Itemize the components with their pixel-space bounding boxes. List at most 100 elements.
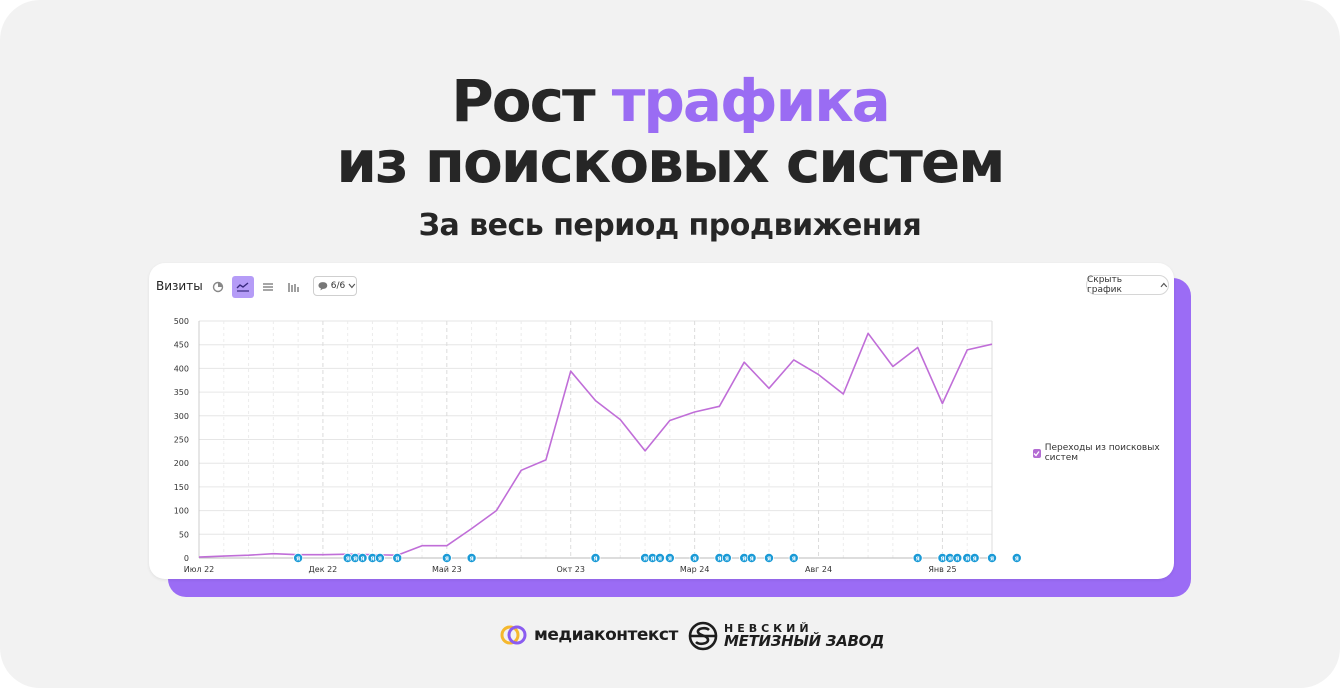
annotation-marker-label: Я <box>445 556 449 562</box>
y-tick-label: 50 <box>179 530 189 539</box>
annotation-marker-label: Я <box>948 556 952 562</box>
annotation-marker-label: Я <box>395 556 399 562</box>
annotation-marker <box>392 552 403 563</box>
y-tick-label: 150 <box>174 483 189 492</box>
annotation-marker-label: Я <box>767 556 771 562</box>
x-tick-label: Дек 22 <box>309 565 338 574</box>
annotation-marker-label: Я <box>296 556 300 562</box>
bar-chart-icon <box>288 283 299 292</box>
annotation-marker <box>689 552 700 563</box>
annotation-marker-label: Я <box>1015 556 1019 562</box>
hide-chart-button[interactable]: Скрыть график <box>1086 275 1169 295</box>
y-tick-label: 400 <box>174 364 189 373</box>
nevsky-zavod-logo: НЕВСКИЙ МЕТИЗНЫЙ ЗАВОД <box>688 620 884 652</box>
line-view-button[interactable] <box>232 276 254 298</box>
annotation-marker-label: Я <box>973 556 977 562</box>
annotation-marker-label: Я <box>353 556 357 562</box>
y-tick-label: 300 <box>174 412 189 421</box>
annotation-marker <box>357 552 368 563</box>
area-chart-icon <box>263 283 273 291</box>
rings-logo-icon <box>500 625 527 645</box>
annotation-marker <box>912 552 923 563</box>
x-tick-label: Окт 23 <box>556 565 585 574</box>
x-tick-label: Июл 22 <box>184 565 215 574</box>
annotation-marker-label: Я <box>792 556 796 562</box>
legend-checkbox[interactable] <box>1033 448 1041 458</box>
annotation-marker <box>590 552 601 563</box>
segments-value: 6/6 <box>330 281 346 291</box>
annotation-marker-label: Я <box>360 556 364 562</box>
annotation-marker-label: Я <box>378 556 382 562</box>
annotation-marker <box>664 552 675 563</box>
pie-icon <box>212 281 224 293</box>
annotation-marker <box>788 552 799 563</box>
chevron-down-icon <box>348 283 356 289</box>
y-tick-label: 0 <box>184 554 189 563</box>
footer-logos: медиаконтекст НЕВСКИЙ МЕТИЗНЫЙ ЗАВОД <box>0 620 1340 654</box>
annotation-marker <box>374 552 385 563</box>
annotation-marker <box>441 552 452 563</box>
hide-chart-label: Скрыть график <box>1087 275 1123 295</box>
area-view-button[interactable] <box>257 276 279 298</box>
annotation-marker <box>763 552 774 563</box>
annotation-marker-label: Я <box>742 556 746 562</box>
segments-select[interactable]: 6/6 <box>313 276 357 296</box>
pie-view-button[interactable] <box>207 276 229 298</box>
x-tick-label: Авг 24 <box>805 565 832 574</box>
y-tick-label: 100 <box>174 507 189 516</box>
annotation-marker-label: Я <box>469 556 473 562</box>
annotation-marker-label: Я <box>693 556 697 562</box>
annotation-marker-label: Я <box>658 556 662 562</box>
annotation-marker-label: Я <box>749 556 753 562</box>
panel-title: Визиты <box>156 279 203 293</box>
series-line-search-traffic <box>198 332 993 558</box>
y-tick-label: 250 <box>174 436 189 445</box>
x-tick-label: Мар 24 <box>680 565 710 574</box>
annotation-marker-label: Я <box>725 556 729 562</box>
annotation-marker <box>952 552 963 563</box>
annotation-marker-label: Я <box>346 556 350 562</box>
x-tick-label: Май 23 <box>432 565 462 574</box>
check-icon <box>1033 450 1040 456</box>
page-title-line2: из поисковых систем <box>336 128 1005 196</box>
annotation-marker <box>987 552 998 563</box>
annotation-marker-label: Я <box>990 556 994 562</box>
y-tick-label: 450 <box>174 341 189 350</box>
annotation-marker <box>721 552 732 563</box>
y-tick-label: 200 <box>174 459 189 468</box>
annotation-marker <box>1011 552 1022 563</box>
legend-label: Переходы из поисковых систем <box>1044 443 1160 463</box>
chart-legend[interactable]: Переходы из поисковых систем <box>1033 443 1174 463</box>
annotation-marker <box>969 552 980 563</box>
page-title-line1: Рост трафика <box>0 72 1340 130</box>
annotation-marker-label: Я <box>593 556 597 562</box>
visits-chart-card: Визиты 6/6 Скрыть график 0 50 100 150 200 250… <box>149 263 1174 579</box>
annotation-marker <box>466 552 477 563</box>
comment-icon <box>318 282 328 291</box>
annotation-marker-label: Я <box>650 556 654 562</box>
line-chart-icon <box>236 282 249 292</box>
title-plain: Рост <box>451 67 612 135</box>
annotation-marker <box>654 552 665 563</box>
title-accent: трафика <box>611 67 891 135</box>
annotation-marker-label: Я <box>668 556 672 562</box>
y-tick-label: 350 <box>174 388 189 397</box>
annotation-marker-label: Я <box>916 556 920 562</box>
annotation-marker <box>746 552 757 563</box>
annotation-marker-label: Я <box>955 556 959 562</box>
annotation-marker-label: Я <box>940 556 944 562</box>
mediakontekst-logo: медиаконтекст <box>500 624 678 646</box>
annotation-marker-label: Я <box>717 556 721 562</box>
annotation-marker <box>293 552 304 563</box>
x-tick-label: Янв 25 <box>928 565 956 574</box>
page-subtitle: За весь период продвижения <box>418 208 922 243</box>
y-tick-label: 500 <box>174 317 189 326</box>
annotation-marker-label: Я <box>965 556 969 562</box>
bar-view-button[interactable] <box>282 276 304 298</box>
visits-line-chart: 0 50 100 150 200 250 300 350 400 450 500 Июл 22 Дек … <box>174 317 1022 574</box>
annotation-marker-label: Я <box>370 556 374 562</box>
annotation-marker-label: Я <box>643 556 647 562</box>
s-emblem-icon <box>688 621 718 651</box>
chevron-up-icon <box>1160 282 1168 288</box>
